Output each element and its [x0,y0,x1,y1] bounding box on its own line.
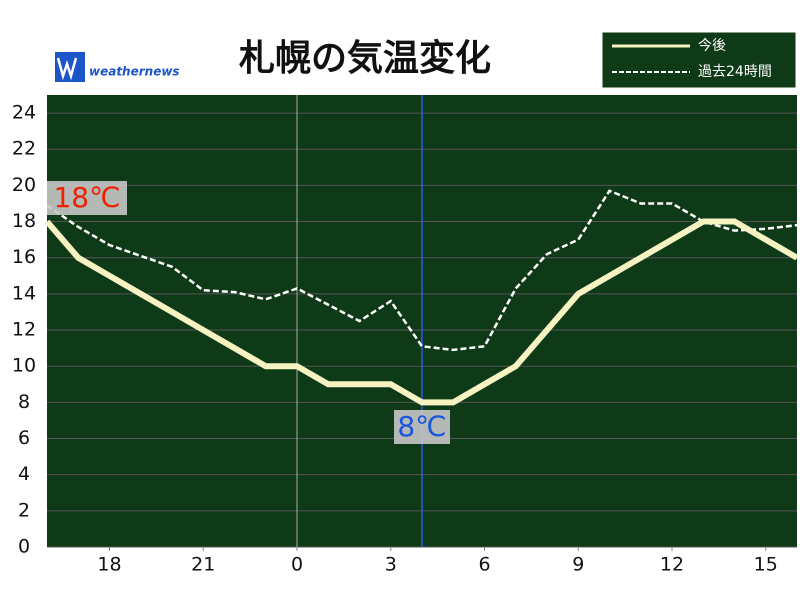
annotation: 18℃ [53,181,120,214]
y-tick-label: 20 [12,174,36,196]
y-tick-label: 2 [18,499,30,521]
annotation-bg [47,181,127,215]
y-tick-label: 0 [18,536,30,558]
annotation-bg [394,410,450,444]
brand: weathernews [89,65,180,79]
y-tick-label: 8 [18,391,30,413]
y-tick-label: 4 [18,463,30,485]
annotation: 8℃ [397,410,446,443]
y-tick-label: 24 [12,102,36,124]
x-tick-label: 21 [191,554,215,576]
y-tick-label: 6 [18,427,30,449]
x-tick-label: 12 [660,554,684,576]
y-tick-label: 10 [12,355,36,377]
x-tick-label: 6 [478,554,490,576]
logo-icon-mark [56,57,78,81]
x-tick-label: 18 [97,554,121,576]
x-tick-label: 15 [754,554,778,576]
chart-title: 札幌の気温変化 [239,37,491,79]
y-tick-label: 18 [12,210,36,232]
series-line [44,218,799,406]
y-tick-label: 12 [12,319,36,341]
x-tick-label: 3 [385,554,397,576]
legend-label: 今後 [698,38,726,54]
series-line [46,189,798,352]
x-tick-label: 9 [572,554,584,576]
y-tick-label: 16 [12,246,36,268]
y-tick-label: 14 [12,282,36,304]
legend-label: 過去24時間 [698,64,772,80]
logo: weathernews [55,52,180,82]
y-tick-label: 22 [12,138,36,160]
x-tick-label: 0 [291,554,303,576]
legend-box [601,31,797,89]
